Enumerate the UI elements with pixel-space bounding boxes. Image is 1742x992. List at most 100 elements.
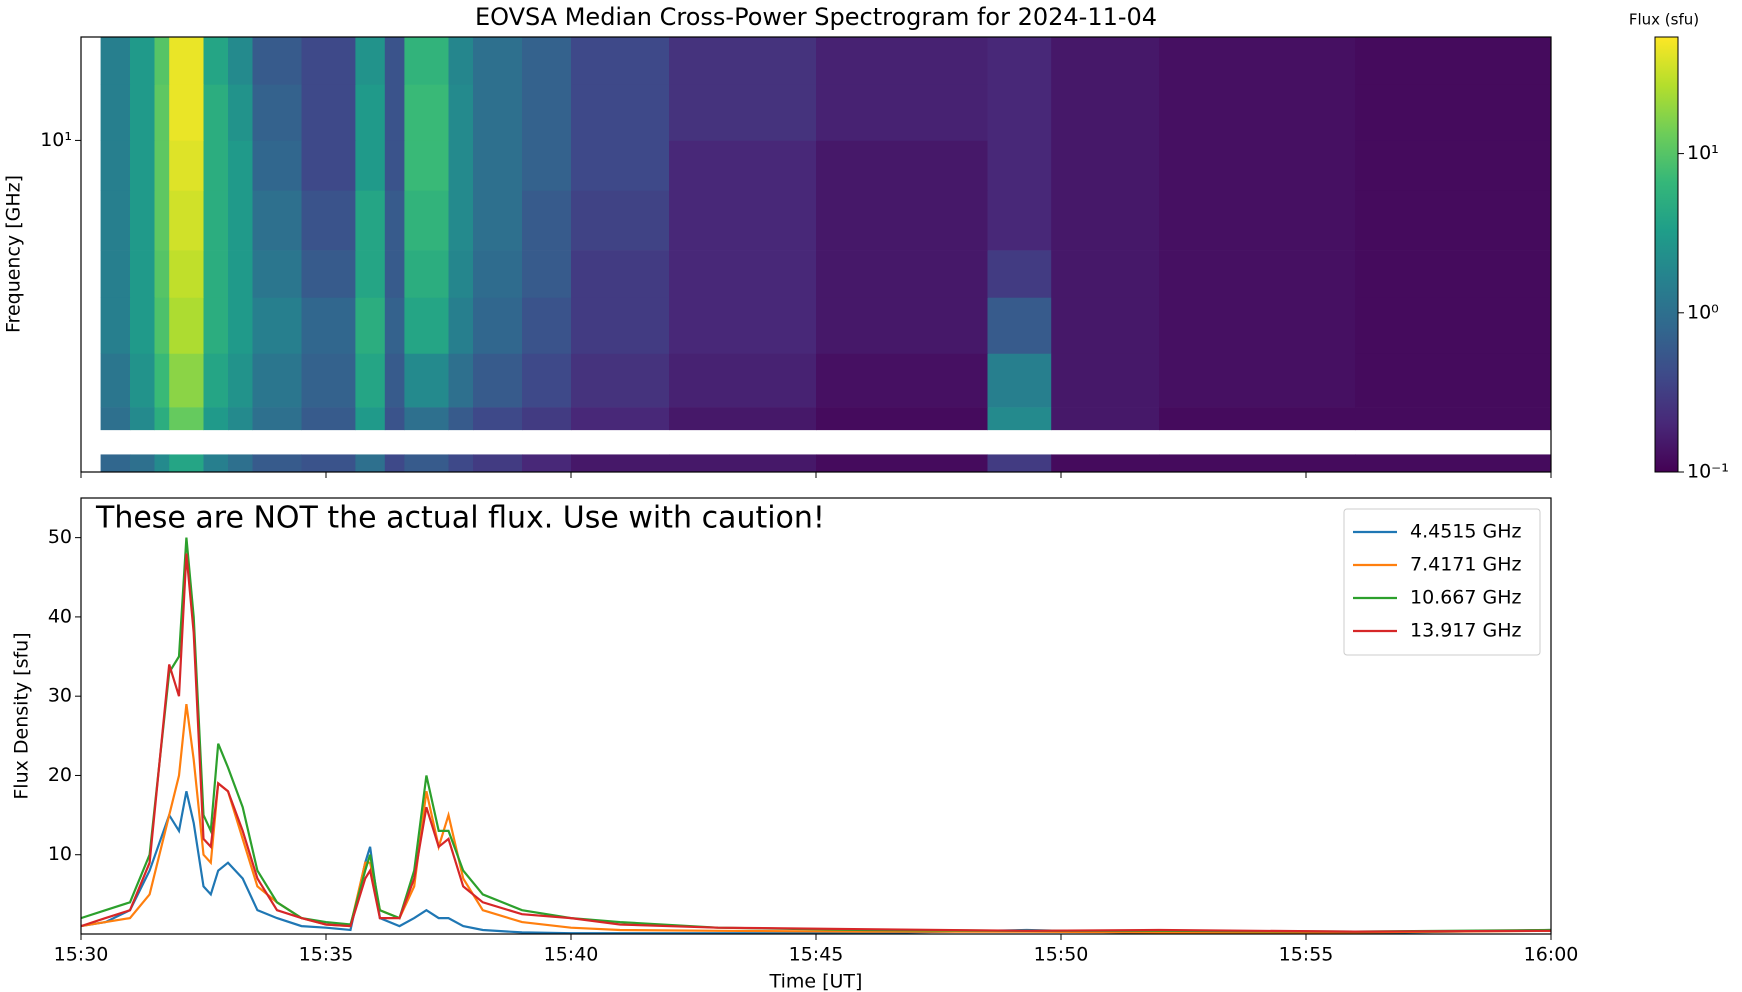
heatmap-cell <box>1159 297 1356 354</box>
heatmap-cell <box>571 407 670 431</box>
heatmap-cell <box>1159 407 1356 431</box>
heatmap-cell <box>473 454 523 473</box>
heatmap-cell <box>355 190 386 251</box>
heatmap-cell <box>203 250 229 298</box>
heatmap-cell <box>987 407 1052 431</box>
series-line <box>81 537 1551 933</box>
heatmap-cell <box>355 37 386 85</box>
heatmap-cell <box>100 250 131 298</box>
heatmap-cell <box>130 407 155 431</box>
x-tick-label: 15:30 <box>54 944 109 966</box>
heatmap-cell <box>228 454 253 473</box>
legend-label: 4.4515 GHz <box>1410 521 1522 543</box>
heatmap-cell <box>448 407 474 431</box>
x-tick-label: 15:50 <box>1034 944 1089 966</box>
heatmap-cell <box>228 84 253 141</box>
heatmap-cell <box>473 190 523 251</box>
heatmap-cell <box>169 190 204 251</box>
heatmap-cell <box>154 140 170 191</box>
heatmap-cell <box>571 140 670 191</box>
heatmap-cell <box>448 190 474 251</box>
heatmap-cell <box>669 250 817 298</box>
heatmap-cell <box>384 190 405 251</box>
heatmap-cell <box>100 297 131 354</box>
heatmap-cell <box>355 353 386 408</box>
heatmap-cell <box>522 407 572 431</box>
heatmap-cell <box>1159 454 1356 473</box>
heatmap-cell <box>448 454 474 473</box>
heatmap-cell <box>1159 84 1356 141</box>
heatmap-cell <box>987 250 1052 298</box>
heatmap-cell <box>384 454 405 473</box>
y-tick-label: 40 <box>48 605 72 627</box>
heatmap-cell <box>154 454 170 473</box>
heatmap-cell <box>816 454 988 473</box>
heatmap-cell <box>816 84 988 141</box>
heatmap-cell <box>473 140 523 191</box>
heatmap-cell <box>130 297 155 354</box>
x-axis-label: Time [UT] <box>769 971 863 992</box>
heatmap-cell <box>355 454 386 473</box>
heatmap-cell <box>100 454 131 473</box>
y-tick-label: 10 <box>48 843 72 865</box>
heatmap-cell <box>203 190 229 251</box>
heatmap-cell <box>522 84 572 141</box>
heatmap-cell <box>100 407 131 431</box>
heatmap-cell <box>384 407 405 431</box>
heatmap-cell <box>571 250 670 298</box>
heatmap-cell <box>100 84 131 141</box>
heatmap-cell <box>154 190 170 251</box>
heatmap-cell <box>130 84 155 141</box>
heatmap-cell <box>252 37 302 85</box>
heatmap-cell <box>301 353 356 408</box>
heatmap-cell <box>987 190 1052 251</box>
heatmap-cell <box>522 454 572 473</box>
heatmap-cell <box>404 140 449 191</box>
heatmap-cell <box>1051 84 1160 141</box>
heatmap-cell <box>1355 140 1552 191</box>
heatmap-cell <box>1355 353 1552 408</box>
chart-title: EOVSA Median Cross-Power Spectrogram for… <box>475 3 1157 31</box>
legend-label: 10.667 GHz <box>1410 587 1522 609</box>
heatmap-cell <box>522 297 572 354</box>
heatmap-cell <box>473 250 523 298</box>
heatmap-cell <box>1355 407 1552 431</box>
heatmap-cell <box>130 140 155 191</box>
heatmap-cell <box>571 37 670 85</box>
legend-label: 13.917 GHz <box>1410 620 1522 642</box>
heatmap-cell <box>228 250 253 298</box>
colorbar-tick-label: 10⁰ <box>1687 301 1719 323</box>
heatmap-cell <box>816 250 988 298</box>
heatmap-cell <box>1051 140 1160 191</box>
heatmap-cell <box>252 454 302 473</box>
heatmap-cell <box>1051 454 1160 473</box>
heatmap-cell <box>384 250 405 298</box>
heatmap-cell <box>669 297 817 354</box>
heatmap-cell <box>252 407 302 431</box>
x-tick-label: 15:35 <box>299 944 354 966</box>
heatmap-cell <box>384 297 405 354</box>
heatmap-cell <box>252 140 302 191</box>
heatmap-cell <box>1355 250 1552 298</box>
heatmap-cell <box>816 353 988 408</box>
heatmap-cell <box>1051 407 1160 431</box>
heatmap-cell <box>987 454 1052 473</box>
heatmap-cell <box>301 454 356 473</box>
heatmap-cell <box>100 353 131 408</box>
heatmap-cell <box>252 84 302 141</box>
x-tick-label: 15:55 <box>1279 944 1334 966</box>
heatmap-cell <box>404 84 449 141</box>
heatmap-cell <box>816 407 988 431</box>
heatmap-cell <box>355 407 386 431</box>
heatmap-cell <box>100 37 131 85</box>
heatmap-cell <box>1355 84 1552 141</box>
y-axis-label: Flux Density [sfu] <box>11 632 33 799</box>
heatmap-cell <box>571 454 670 473</box>
heatmap-cell <box>228 353 253 408</box>
series-line <box>81 553 1551 933</box>
heatmap-cell <box>203 140 229 191</box>
y-tick-label: 30 <box>48 685 72 707</box>
y-tick-label: 20 <box>48 764 72 786</box>
heatmap-cell <box>130 250 155 298</box>
heatmap-cell <box>669 37 817 85</box>
